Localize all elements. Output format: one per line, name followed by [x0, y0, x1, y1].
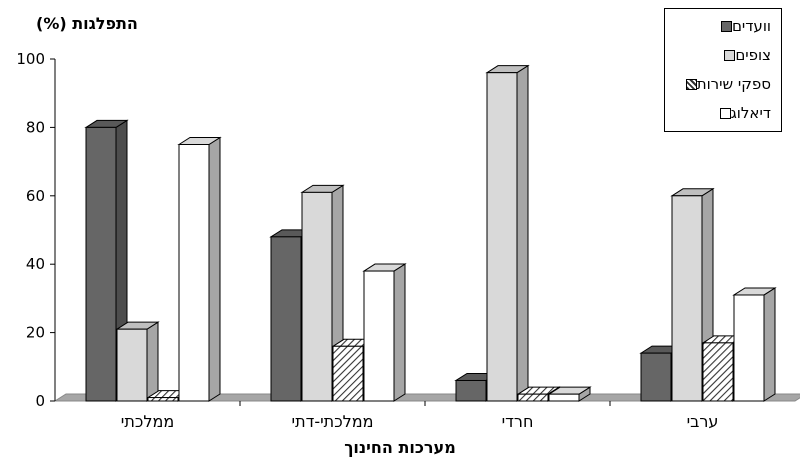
bar-front — [270, 236, 302, 402]
bar-front — [640, 352, 672, 402]
bar-front — [85, 126, 117, 402]
x-tick-label: חרדי — [502, 412, 534, 431]
bar — [485, 64, 530, 402]
bar-front — [702, 342, 734, 402]
bar — [362, 263, 407, 402]
bar-front — [147, 397, 179, 402]
bar-front — [116, 328, 148, 402]
legend: וועדים צופים ספקי שירות דיאלוג — [664, 8, 782, 132]
legend-swatch — [720, 20, 732, 32]
legend-swatch — [685, 78, 697, 90]
bar — [732, 287, 777, 402]
legend-item: דיאלוג — [714, 104, 771, 122]
bar-side — [208, 136, 221, 402]
y-axis-label: התפלגות (%) — [36, 14, 138, 33]
bar-front — [733, 294, 765, 402]
bar — [177, 136, 222, 402]
x-tick-label: ממלכתי-דתי — [292, 412, 374, 431]
y-tick-label: 60 — [26, 187, 45, 205]
x-tick-label: ממלכתי — [121, 412, 174, 431]
bars — [84, 64, 777, 402]
y-tick-label: 20 — [26, 324, 45, 342]
bar-front — [548, 393, 580, 402]
legend-swatch — [719, 107, 731, 119]
bar-front — [363, 270, 395, 402]
bar-front — [332, 345, 364, 402]
legend-label: וועדים — [731, 17, 771, 35]
bar-side — [763, 287, 776, 402]
axis-tick-labels: 0 20 40 60 80 100 ממלכתי ממלכתי-דתי חרדי ערבי — [16, 50, 718, 431]
bar-front — [517, 393, 549, 402]
bar-front — [178, 144, 210, 402]
legend-swatch — [724, 49, 736, 61]
legend-label: צופים — [735, 46, 771, 64]
bar-front — [671, 195, 703, 402]
bar — [115, 321, 160, 402]
legend-item: ספקי שירות — [680, 75, 771, 93]
y-tick-label: 40 — [26, 255, 45, 273]
bar-front — [455, 379, 487, 402]
legend-item: צופים — [718, 46, 771, 64]
bar-front — [301, 191, 333, 402]
x-axis-label: מערכות החינוך — [344, 438, 456, 457]
y-tick-label: 80 — [26, 118, 45, 136]
bar-side — [516, 64, 529, 402]
bar-front — [486, 72, 518, 402]
bar-side — [146, 321, 159, 402]
x-tick-label: ערבי — [687, 412, 719, 431]
legend-label: ספקי שירות — [696, 75, 771, 93]
y-tick-label: 0 — [35, 392, 45, 410]
bar-side — [393, 263, 406, 402]
y-tick-label: 100 — [16, 50, 45, 68]
legend-item: וועדים — [715, 17, 771, 35]
legend-label: דיאלוג — [730, 104, 771, 122]
bar — [547, 386, 592, 402]
